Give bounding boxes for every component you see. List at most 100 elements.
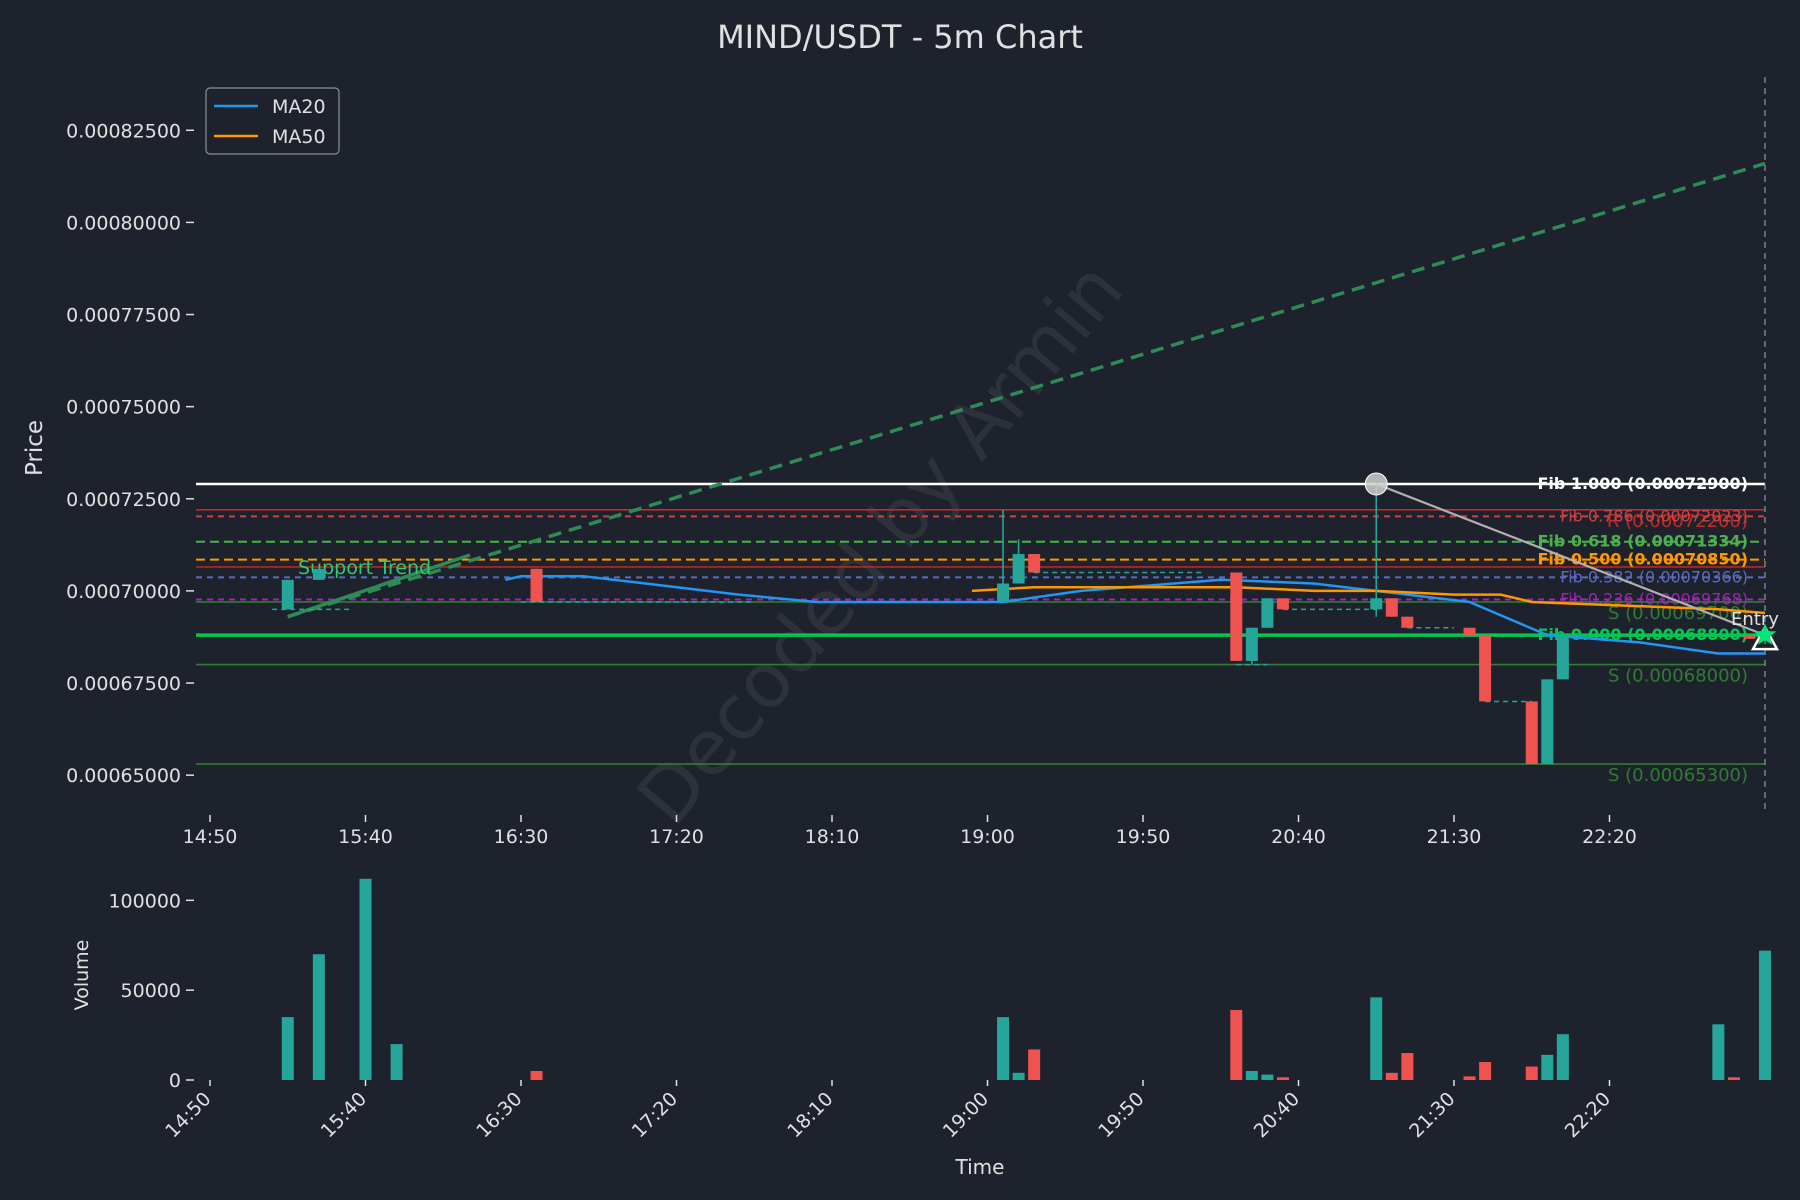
volume-bar [1759,950,1771,1080]
candle-body [1463,627,1476,636]
candle-body [281,579,294,610]
candle-body [1370,598,1383,610]
candle-body [1479,635,1492,702]
level-label-fib_0.382: Fib 0.382 (0.00070366) [1560,567,1748,586]
candle-body [312,568,325,580]
swing-line [1375,483,1766,637]
level-label-fib_1.000: Fib 1.000 (0.00072900) [1537,474,1748,493]
price-xtick-label: 21:30 [1427,826,1482,848]
candle-body [1276,598,1289,610]
volume-xtick-label: 19:50 [1094,1088,1148,1142]
legend: MA20 MA50 [205,87,340,155]
volume-bar [1541,1054,1554,1080]
price-ytick-label: 0.00067500 [66,673,181,695]
price-axis-label: Price [22,420,48,476]
level-label-s_3: S (0.00065300) [1608,765,1748,786]
legend-label-ma20: MA20 [272,96,326,118]
price-xtick-label: 20:40 [1271,826,1326,848]
volume-bar [1556,1034,1569,1080]
price-xtick-label: 14:50 [183,826,238,848]
price-ytick-label: 0.00082500 [66,120,181,142]
support-trend-label: Support Trend [298,557,431,579]
entry-triangle-marker [1750,624,1780,651]
chart-title: MIND/USDT - 5m Chart [717,18,1083,56]
candle-body [997,583,1010,602]
volume-bar [1370,997,1383,1080]
candle-body [1230,572,1243,661]
candle-body [1261,598,1274,628]
volume-xtick-label: 15:40 [317,1088,371,1142]
ma50-line [971,585,1766,615]
volume-xtick-label: 16:30 [472,1088,526,1142]
price-xtick-label: 19:00 [960,826,1015,848]
volume-xtick-label: 19:00 [939,1088,993,1142]
price-xtick-label: 18:10 [805,826,860,848]
volume-bar [1028,1049,1041,1080]
volume-bar [1230,1009,1243,1080]
volume-bar [1245,1071,1258,1080]
volume-bar [1261,1074,1274,1080]
legend-box [205,87,340,155]
entry-star-marker [1753,623,1777,645]
price-ytick-label: 0.00077500 [66,305,181,327]
candle-body [1401,616,1414,628]
price-ytick-label: 0.00075000 [66,397,181,419]
volume-bar [1276,1077,1289,1080]
level-label-fib_0.500: Fib 0.500 (0.00070850) [1537,550,1748,569]
swing-high-marker [1364,472,1388,496]
price-xtick-label: 22:20 [1582,826,1637,848]
level-label-r_1: R (0.00072200) [1607,511,1748,532]
volume-bar [997,1017,1010,1080]
candle-body [1556,635,1569,680]
volume-bar [1727,1077,1740,1080]
candle-body [1385,598,1398,617]
watermark: Decoded by Armin [619,245,1139,841]
volume-ytick-label: 100000 [108,890,181,912]
price-xtick-label: 19:50 [1116,826,1171,848]
candle-body [1012,554,1025,584]
support-trend-solid [287,553,471,619]
volume-xtick-label: 22:20 [1561,1088,1615,1142]
level-label-fib_0.000: Fib 0.000 (0.00068800) [1537,625,1748,644]
support-trend-line [287,161,1766,619]
price-panel: Decoded by Armin 0.00065000 0.00067500 0.00… [66,77,1779,848]
volume-panel: 0 50000 100000 14:50 15:40 16:30 17:20 18:10 19:… [108,878,1771,1142]
price-ytick-label: 0.00072500 [66,489,181,511]
volume-xtick-label: 20:40 [1250,1088,1304,1142]
price-xtick-label: 15:40 [338,826,393,848]
volume-bar [530,1071,543,1080]
volume-ytick-label: 50000 [121,980,181,1002]
price-ytick-label: 0.00080000 [66,212,181,234]
volume-bar [359,878,372,1080]
legend-label-ma50: MA50 [272,126,326,148]
candle-body [1541,679,1554,765]
volume-bar [390,1044,403,1080]
entry-label: Entry [1731,609,1779,630]
candle-body [1743,635,1756,639]
price-ytick-label: 0.00065000 [66,765,181,787]
volume-xtick-label: 21:30 [1405,1088,1459,1142]
volume-xtick-label: 18:10 [783,1088,837,1142]
price-ytick-label: 0.00070000 [66,581,181,603]
candle-body [1028,554,1041,573]
candle-body [1525,701,1538,765]
volume-bar [1479,1062,1492,1080]
candle-body [530,568,543,602]
level-label-fib_0.618: Fib 0.618 (0.00071334) [1537,532,1748,551]
level-label-fib_0.786: Fib 0.786 (0.00072023) [1560,506,1748,525]
volume-bar [1525,1066,1538,1080]
ma20-line [505,574,1765,655]
volume-xtick-label: 14:50 [161,1088,215,1142]
volume-axis-label: Volume [71,940,93,1011]
volume-bar [1012,1072,1025,1080]
time-axis-label: Time [955,1155,1005,1179]
volume-bar [1463,1076,1476,1080]
volume-bar [281,1017,294,1080]
volume-xtick-label: 17:20 [628,1088,682,1142]
candle-body [1245,627,1258,661]
price-xtick-label: 17:20 [649,826,704,848]
volume-bar [1712,1024,1725,1080]
price-xtick-label: 16:30 [494,826,549,848]
volume-bar [1401,1053,1414,1080]
